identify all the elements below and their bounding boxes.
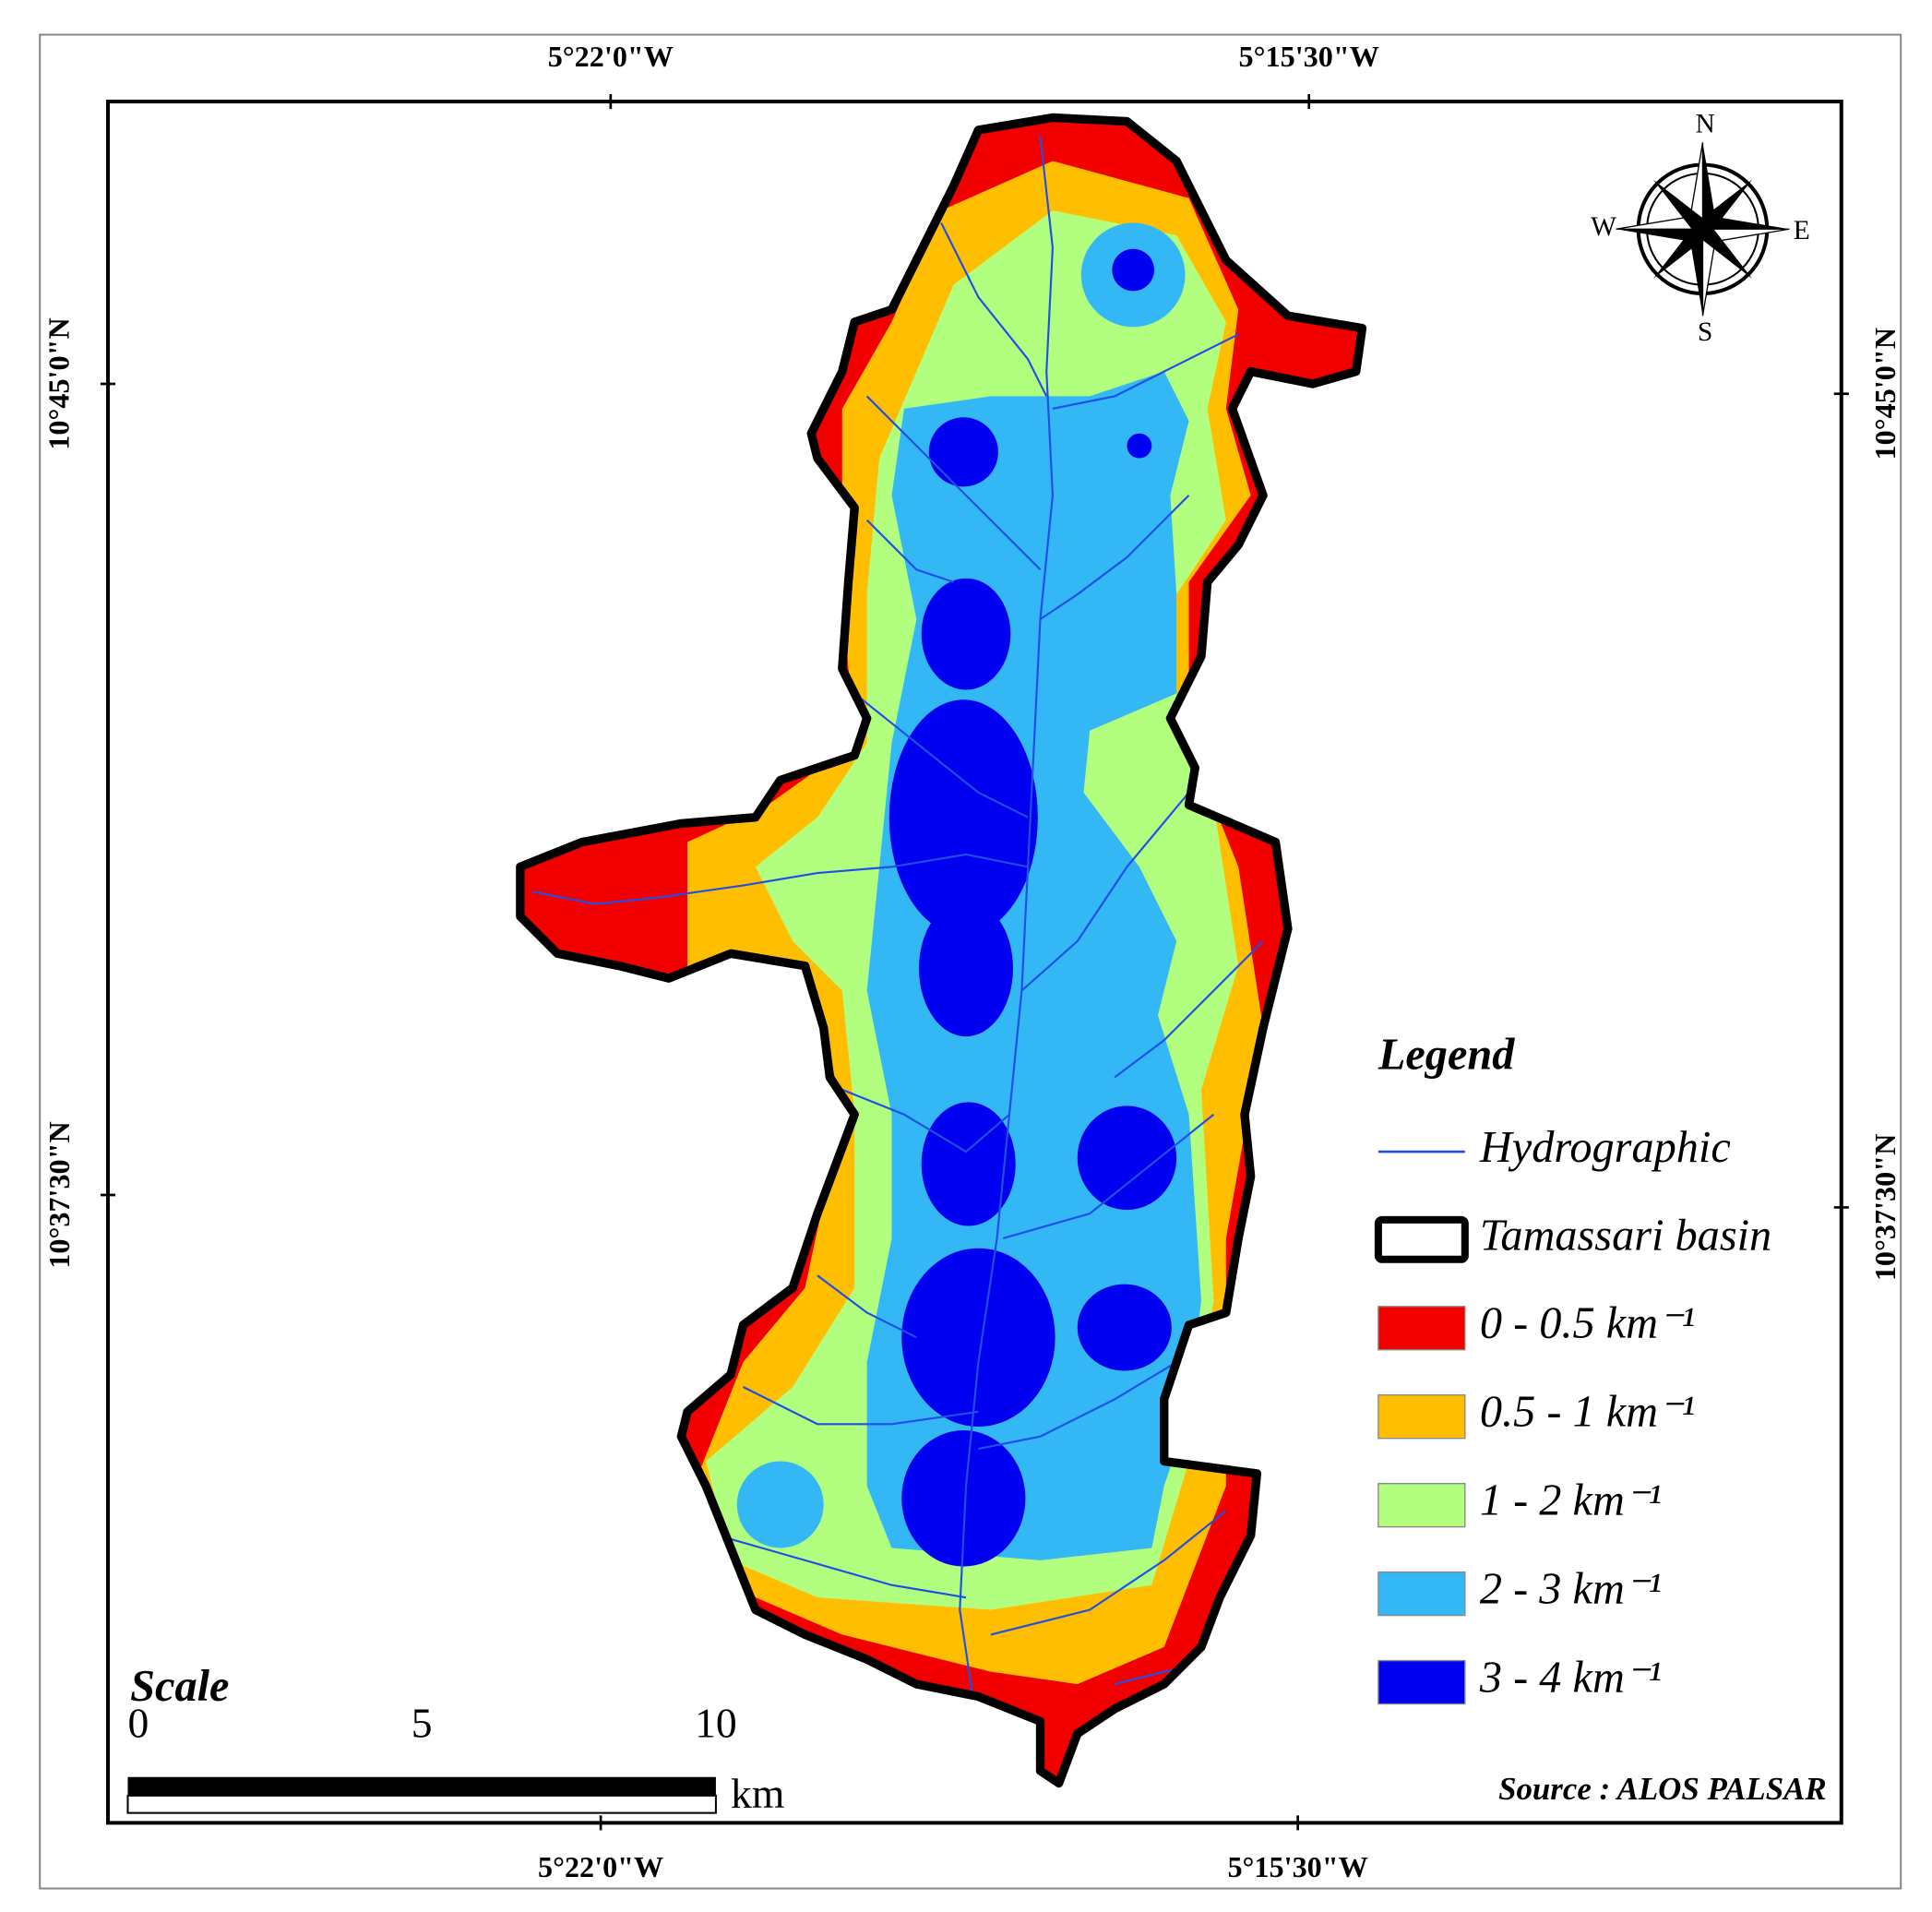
bottom-coord-label: 5°15'30"W <box>1227 1850 1367 1883</box>
legend-swatch <box>1377 1659 1466 1705</box>
stream <box>853 692 1029 819</box>
stream <box>841 1088 1010 1153</box>
scale-bar-fill <box>127 1776 716 1796</box>
stream <box>865 519 954 583</box>
graticule-ticks <box>100 93 1849 1831</box>
zone-class-5 <box>928 417 998 487</box>
stream <box>817 1274 917 1339</box>
stream <box>990 1510 1227 1636</box>
stream <box>940 222 1048 397</box>
zone-class-5 <box>1127 433 1152 459</box>
zone-class-5 <box>921 578 1011 690</box>
stream <box>718 1535 967 1599</box>
zone-class-4 <box>736 1461 824 1548</box>
compass-e: E <box>1794 216 1810 245</box>
legend-outline-symbol <box>1374 1215 1469 1263</box>
right-coord-label: 10°37'30"N <box>1868 1134 1902 1282</box>
right-coord-label: 10°45'0"N <box>1868 328 1902 460</box>
legend-label: 0 - 0.5 km⁻¹ <box>1480 1299 1695 1348</box>
legend-label: 2 - 3 km⁻¹ <box>1480 1565 1662 1614</box>
legend-swatch <box>1377 1571 1466 1617</box>
stream <box>742 1386 979 1426</box>
legend-title: Legend <box>1377 1030 1515 1079</box>
stream <box>978 1361 1177 1451</box>
top-coord-label: 5°22'0"W <box>548 40 674 73</box>
stream <box>1039 495 1190 620</box>
zone-class-5 <box>1077 1105 1177 1211</box>
left-coord-label: 10°37'30"N <box>42 1121 76 1269</box>
scale-title: Scale <box>130 1662 229 1711</box>
hydrographic-network <box>532 136 1264 1734</box>
legend-swatch <box>1377 1394 1466 1440</box>
scale-tick-label: 10 <box>695 1700 737 1747</box>
legend-label: Hydrographic <box>1479 1123 1731 1172</box>
compass-w: W <box>1591 212 1616 242</box>
compass-s: S <box>1698 317 1712 347</box>
legend-swatch <box>1377 1483 1466 1528</box>
zone-class-5 <box>921 1102 1016 1226</box>
scale-bar-outline <box>126 1794 717 1814</box>
stream <box>1052 333 1239 410</box>
scale-tick-label: 0 <box>127 1700 149 1747</box>
legend-label: 3 - 4 km⁻¹ <box>1479 1653 1662 1702</box>
bottom-coord-label: 5°22'0"W <box>538 1850 663 1883</box>
stream <box>1002 1113 1215 1240</box>
legend-swatch <box>1377 1306 1466 1351</box>
top-coord-label: 5°15'30"W <box>1239 40 1379 73</box>
zone-class-5 <box>919 900 1013 1037</box>
zone-class-5 <box>888 699 1038 936</box>
zone-class-5 <box>901 1248 1055 1427</box>
compass-n: N <box>1695 110 1714 139</box>
zone-class-5 <box>901 1429 1026 1567</box>
legend-label: 1 - 2 km⁻¹ <box>1480 1476 1662 1525</box>
stream <box>959 136 1055 1734</box>
scale-tick-label: 5 <box>411 1700 433 1747</box>
north-arrow: N S W E <box>1591 110 1810 347</box>
left-coord-label: 10°45'0"N <box>42 317 76 449</box>
zone-class-5 <box>1112 248 1154 292</box>
stream <box>865 395 1042 571</box>
scale-bar: Scale 0 5 10 km <box>126 1662 784 1817</box>
legend-label: Tamassari basin <box>1480 1211 1771 1260</box>
scale-unit: km <box>731 1770 784 1817</box>
stream <box>532 853 1029 905</box>
source-note: Source : ALOS PALSAR <box>1498 1771 1827 1807</box>
legend: Legend Hydrographic Tamassari basin 0 - … <box>1374 1030 1771 1705</box>
zone-class-5 <box>1077 1284 1172 1371</box>
stream <box>1020 792 1190 992</box>
outer-frame <box>39 33 1902 1890</box>
legend-label: 0.5 - 1 km⁻¹ <box>1480 1388 1695 1437</box>
stream <box>1114 940 1264 1079</box>
